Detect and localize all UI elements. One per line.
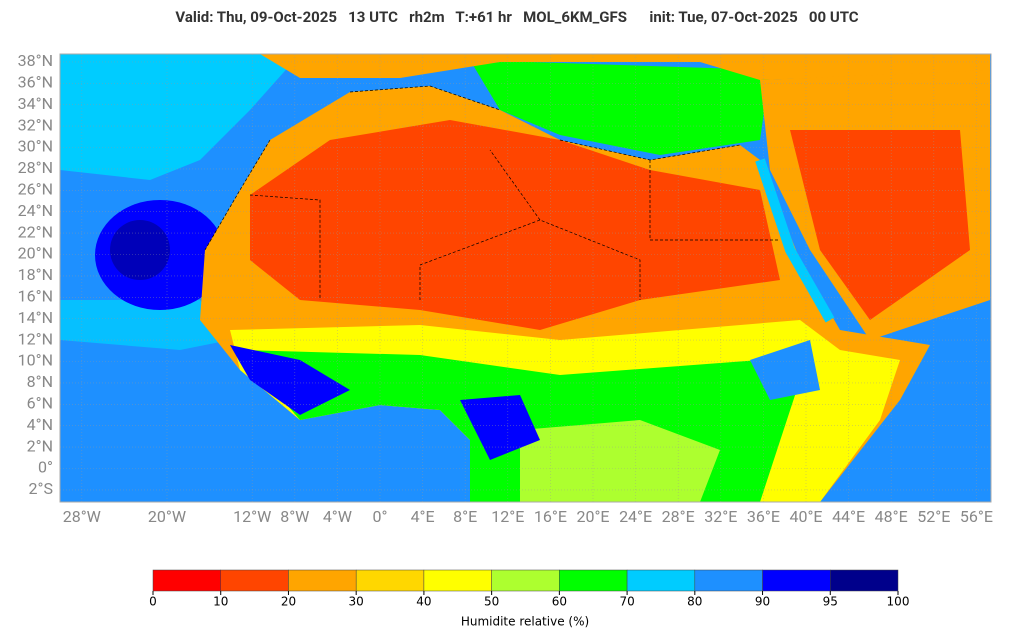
colorbar-segment xyxy=(152,569,221,592)
colorbar-tick-label: 0 xyxy=(149,595,157,609)
lat-label: 26°N xyxy=(18,180,53,199)
lon-label: 48°E xyxy=(875,507,908,526)
lat-label: 8°N xyxy=(27,372,53,391)
title: Valid: Thu, 09-Oct-2025 13 UTC rh2m T:+6… xyxy=(175,8,858,26)
lon-label: 28°E xyxy=(662,507,695,526)
lon-label: 20°E xyxy=(576,507,609,526)
colorbar-tick-label: 100 xyxy=(887,595,910,609)
colorbar-segment xyxy=(491,569,560,592)
lon-label: 44°E xyxy=(832,507,865,526)
colorbar-segment xyxy=(830,569,899,592)
colorbar-tick-label: 70 xyxy=(619,595,634,609)
lat-label: 2°N xyxy=(27,436,53,455)
colorbar-segment xyxy=(762,569,831,592)
lon-label: 28°W xyxy=(63,507,101,526)
colorbar-segment xyxy=(626,569,696,592)
colorbar-tick-label: 30 xyxy=(349,595,364,609)
colorbar-tick-label: 20 xyxy=(281,595,296,609)
lon-label: 8°W xyxy=(280,507,309,526)
lon-label: 56°E xyxy=(960,507,993,526)
graticule xyxy=(60,54,991,502)
lat-label: 10°N xyxy=(18,351,53,370)
lat-label: 32°N xyxy=(18,115,53,134)
lon-label: 24°E xyxy=(619,507,652,526)
lat-label: 36°N xyxy=(18,73,53,92)
lat-label: 38°N xyxy=(18,51,53,70)
lon-label: 12°E xyxy=(491,507,524,526)
lon-label: 8°E xyxy=(453,507,477,526)
lat-label: 2°S xyxy=(29,479,53,498)
colorbar-tick-label: 90 xyxy=(755,595,770,609)
lat-label: 22°N xyxy=(18,222,53,241)
lat-label: 34°N xyxy=(18,94,53,113)
lat-label: 4°N xyxy=(27,415,53,434)
lat-label: 28°N xyxy=(18,158,53,177)
colorbar-tick-label: 60 xyxy=(552,595,567,609)
lon-label: 4°E xyxy=(411,507,435,526)
lat-label: 20°N xyxy=(18,244,53,263)
lon-label: 32°E xyxy=(704,507,737,526)
colorbar-tick-label: 95 xyxy=(823,595,838,609)
colorbar-segment xyxy=(355,569,425,592)
lon-label: 52°E xyxy=(917,507,950,526)
lon-label: 36°E xyxy=(747,507,780,526)
colorbar-tick-label: 80 xyxy=(687,595,702,609)
lat-label: 24°N xyxy=(18,201,53,220)
colorbar-tick-label: 40 xyxy=(416,595,431,609)
lat-label: 30°N xyxy=(18,137,53,156)
lon-label: 16°E xyxy=(534,507,567,526)
lat-label: 18°N xyxy=(18,265,53,284)
colorbar-segment xyxy=(694,569,763,592)
lon-label: 12°W xyxy=(233,507,271,526)
colorbar-segment xyxy=(220,569,289,592)
lat-label: 0° xyxy=(38,458,53,477)
colorbar-label: Humidite relative (%) xyxy=(461,615,589,629)
lat-label: 14°N xyxy=(18,308,53,327)
colorbar-tick-label: 10 xyxy=(213,595,228,609)
lat-label: 16°N xyxy=(18,287,53,306)
lon-label: 0° xyxy=(373,507,388,526)
colorbar-tick-label: 50 xyxy=(484,595,499,609)
map-frame xyxy=(59,53,992,503)
lon-label: 20°W xyxy=(148,507,186,526)
map-field xyxy=(60,54,991,502)
lon-label: 40°E xyxy=(789,507,822,526)
lon-label: 4°W xyxy=(323,507,352,526)
lat-label: 12°N xyxy=(18,329,53,348)
colorbar-segment xyxy=(559,569,628,592)
colorbar-segment xyxy=(288,569,357,592)
colorbar-segment xyxy=(423,569,492,592)
lat-label: 6°N xyxy=(27,394,53,413)
